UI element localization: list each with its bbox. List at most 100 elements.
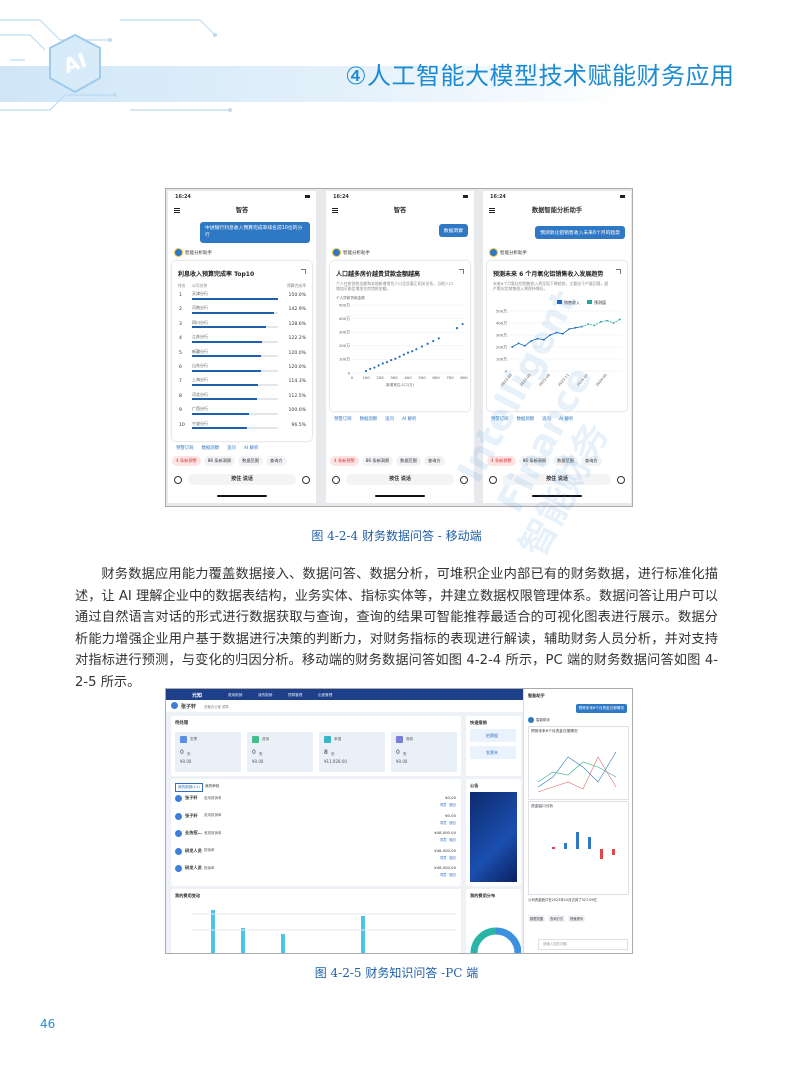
bar <box>192 383 258 387</box>
action-row: 预警订阅 数据洞察 追问 AI 解析 <box>176 445 258 451</box>
status-time: 16:24 <box>175 194 191 200</box>
action-link[interactable]: AI 解析 <box>243 446 259 451</box>
point <box>402 353 405 356</box>
branch-name: 新疆分行 <box>192 348 208 354</box>
y-tick-label: 400万 <box>339 316 350 321</box>
y-tick-label: 500万 <box>339 302 350 307</box>
quick-button[interactable]: 拍票据 <box>470 729 516 742</box>
status-icons <box>289 195 310 198</box>
bar-value: 114.3% <box>288 379 306 385</box>
chip[interactable]: 查询方 <box>423 456 445 466</box>
chip[interactable]: 4 条新预警 <box>330 456 359 466</box>
point <box>530 340 533 342</box>
list-amount: ¥48,000.00 <box>434 830 456 835</box>
action-link[interactable]: 数据洞察 <box>201 446 220 451</box>
shape-bar <box>552 847 555 849</box>
list-action[interactable]: 驳回 <box>449 873 456 877</box>
quick-button[interactable]: 发票夹 <box>470 746 516 759</box>
rank: 7 <box>179 379 182 385</box>
figure-pc: 元知 费用报销 我的报销 预算管理 出差管理 张子轩 总裁办公室 领导 待处理 发票 0 张 ¥0.0… <box>165 688 633 954</box>
point <box>549 334 552 336</box>
list-action[interactable]: 同意 <box>440 820 447 825</box>
todo-name: 借款 <box>406 737 414 741</box>
chip[interactable]: 数据范围 <box>553 456 578 466</box>
rank: 1 <box>179 293 182 298</box>
phone-screen: 16:24 智答 数据洞察 智能分析助手 人口越多房价越贵贷款金额越高 个人住房贷款金额和… <box>326 191 474 503</box>
card-desc: 个人住房贷款金额和本地新增常住人口呈显著正相关关系，当地人口增加可能会增加住房贷… <box>336 281 453 292</box>
point <box>536 337 539 340</box>
voice-input[interactable]: 按住 说话 <box>188 474 296 485</box>
list-action[interactable]: 驳回 <box>449 820 456 825</box>
todo-icon <box>396 736 403 743</box>
point <box>593 324 596 327</box>
todo-amount: ¥0.00 <box>180 759 192 764</box>
chip[interactable]: 数据范围 <box>238 456 263 466</box>
list-action[interactable]: 驳回 <box>449 838 456 842</box>
bar <box>192 297 278 300</box>
chip[interactable]: 数据范围 <box>396 456 421 466</box>
chip[interactable]: 86 条新洞察 <box>203 456 236 466</box>
list-action[interactable]: 同意 <box>440 803 447 807</box>
action-link[interactable]: 数据洞察 <box>359 417 378 422</box>
assistant-input[interactable]: 请输入您的问题 <box>538 939 628 950</box>
point <box>390 358 393 362</box>
x-tick-label: 200 <box>376 375 384 380</box>
column-header: 预算完成率 <box>287 283 306 288</box>
action-link[interactable]: 数据洞察 <box>516 417 535 422</box>
list-action[interactable]: 同意 <box>440 873 447 877</box>
todo-name: 发票 <box>190 737 198 741</box>
list-action[interactable]: 同意 <box>440 838 447 842</box>
list-form: 费用报销单 <box>204 813 222 817</box>
expense-chart-shapes <box>191 910 456 953</box>
question-bubble: 中进银行利息收入预算完成率排名前10位的分行 <box>200 222 310 243</box>
y-tick-label: 200万 <box>339 343 350 348</box>
todo-count: 8 <box>324 749 328 756</box>
column-header: 公司名称 <box>192 283 208 288</box>
action-link[interactable]: 预警订阅 <box>176 446 194 451</box>
y-tick-label: 500万 <box>496 308 507 313</box>
action-link[interactable]: 预警订阅 <box>334 417 352 422</box>
point <box>398 355 401 358</box>
list-action[interactable]: 驳回 <box>449 855 456 860</box>
action-link[interactable]: 追问 <box>227 446 236 451</box>
rank: 2 <box>179 307 182 313</box>
action-link[interactable]: 预警订阅 <box>491 417 509 422</box>
action-link[interactable]: AI 解析 <box>401 417 417 422</box>
chip[interactable]: 4 条新预警 <box>172 456 201 466</box>
header-title: ④人工智能大模型技术赋能财务应用 <box>345 62 735 90</box>
assistant-button[interactable]: 数据范围 <box>528 915 546 922</box>
chip[interactable]: 4 条新预警 <box>487 456 516 466</box>
y-tick-label: 300万 <box>339 330 350 335</box>
chip[interactable]: 查询方 <box>580 456 602 466</box>
x-axis-label: 新增常住人口(万) <box>386 383 414 387</box>
branch-name: 山东分行 <box>192 363 208 368</box>
action-link[interactable]: 追问 <box>542 417 551 422</box>
answer-card: 预测未来 6 个月氧化铝销售收入发展趋势 未来6个月氧化铝销售收入将呈现下降趋势，… <box>487 261 627 411</box>
y-tick-label: 200万 <box>496 344 507 349</box>
action-link[interactable]: AI 解析 <box>558 417 574 422</box>
legend-label: 预测值 <box>594 299 606 305</box>
point <box>606 319 609 322</box>
list-action[interactable]: 同意 <box>440 855 447 860</box>
list-form: 报销单 <box>204 848 215 852</box>
phone-screen: 16:24 数据智能分析助手 预测氧化铝销售收入未来6个月的趋势 智能分析助手 预测未来… <box>483 191 631 503</box>
list-avatar <box>175 847 182 855</box>
x-tick-label: 400 <box>404 375 412 380</box>
action-link[interactable]: 追问 <box>385 417 394 422</box>
point <box>420 345 424 348</box>
voice-input[interactable]: 按住 说话 <box>503 474 611 485</box>
chip[interactable]: 86 条新洞察 <box>361 456 394 466</box>
legend-swatch <box>587 300 592 304</box>
list-action[interactable]: 驳回 <box>449 803 456 807</box>
chip[interactable]: 查询方 <box>265 456 287 466</box>
voice-input[interactable]: 按住 说话 <box>346 474 454 485</box>
y-tick-label: 400万 <box>496 320 507 325</box>
assistant-button[interactable]: 查询方式 <box>548 915 566 922</box>
todo-icon <box>180 736 187 743</box>
home-bar <box>532 495 582 497</box>
todo-count: 0 <box>252 749 256 756</box>
rank: 10 <box>179 422 185 428</box>
chip[interactable]: 86 条新洞察 <box>518 456 551 466</box>
point <box>574 326 577 329</box>
assistant-button[interactable]: 快速提问 <box>568 915 586 922</box>
